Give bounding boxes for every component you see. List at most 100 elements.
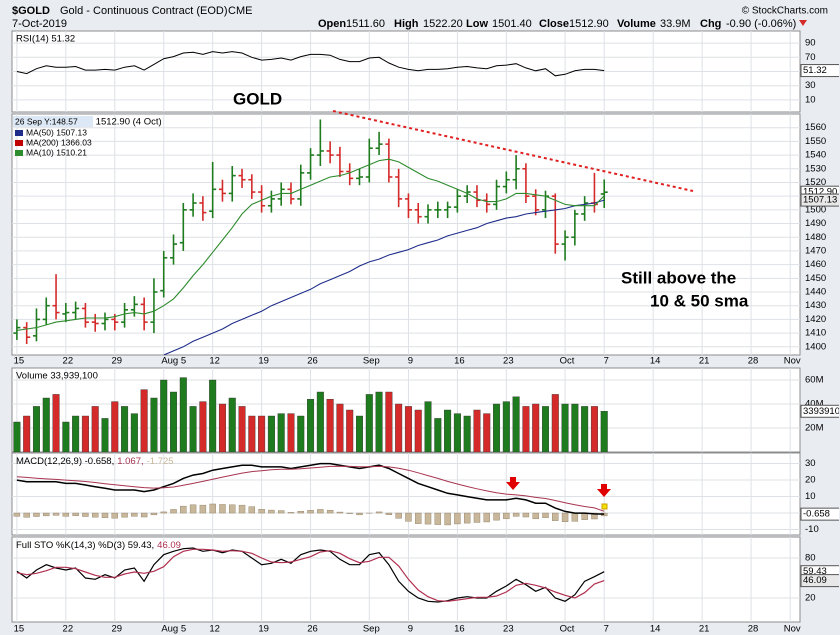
legend-swatch [15, 130, 23, 136]
histogram-bar [552, 512, 559, 521]
last-value-label: 1512.90 [803, 187, 837, 198]
x-tick-label: 15 [14, 624, 25, 635]
y-tick-label: 1400 [805, 341, 826, 352]
last-value: -0.658 [800, 507, 839, 521]
histogram-bar [375, 511, 383, 514]
last-value-box [800, 507, 839, 521]
histogram-bar [13, 512, 21, 517]
histogram-bar [131, 512, 138, 517]
quote-value: 33.9M [660, 18, 691, 30]
copyright: © StockCharts.com [742, 6, 828, 17]
x-tick-label: Aug 5 [161, 624, 186, 635]
panel-label: MACD(12,26,9) -0.658, 1.067, -1.725 [16, 456, 174, 467]
histogram-bar [317, 509, 324, 514]
volume-bar [551, 394, 559, 452]
annotation: GOLD [233, 89, 282, 108]
histogram-bar [219, 504, 226, 514]
volume-bar [287, 413, 295, 452]
y-tick-label: -10 [805, 524, 819, 535]
histogram-bar [248, 506, 256, 514]
histogram-bar [82, 512, 89, 517]
y-tick-label: 30 [805, 80, 816, 91]
histogram-bar [23, 512, 30, 518]
last-value-box [800, 64, 839, 78]
marker [601, 503, 608, 510]
histogram-bar [297, 511, 304, 514]
y-tick-label: 20M [805, 423, 824, 434]
crosshair-box [13, 116, 93, 127]
histogram-bar [532, 512, 539, 520]
series-line [16, 547, 605, 603]
histogram-bar [258, 509, 265, 514]
histogram-bar [454, 512, 461, 525]
histogram-bar [307, 510, 314, 514]
last-value-label: 33939100 [803, 406, 840, 417]
histogram-bar [571, 512, 579, 522]
y-tick-label: 10 [805, 94, 816, 105]
y-tick-label: 1520 [805, 177, 826, 188]
histogram-bar [62, 512, 70, 517]
volume-bar [385, 391, 393, 452]
histogram-bar [444, 512, 451, 526]
y-tick-label: 1460 [805, 259, 826, 270]
arrow [506, 477, 520, 490]
histogram-bar [92, 512, 99, 518]
x-tick-label: 23 [503, 624, 514, 635]
quote-label: Volume [617, 18, 656, 30]
quote-value: 1511.60 [346, 18, 385, 30]
histogram-bar [111, 512, 118, 519]
histogram-bar [268, 509, 275, 514]
x-tick-label: 26 [307, 624, 318, 635]
quote-label: Close [539, 18, 569, 30]
volume-bar [561, 403, 569, 452]
histogram-bar [33, 512, 40, 517]
x-tick-label: Oct [560, 624, 575, 635]
volume-bar [81, 415, 89, 452]
x-tick-label: 7 [604, 356, 609, 367]
arrow [597, 484, 611, 497]
histogram-bar [180, 505, 187, 514]
y-tick-label: 10 [805, 491, 816, 502]
series-line [16, 462, 605, 515]
histogram-bar [493, 512, 500, 521]
last-value-label: -0.658 [803, 509, 830, 520]
change-arrow [799, 20, 807, 26]
x-tick-label: 12 [209, 624, 220, 635]
histogram-bar [52, 512, 60, 516]
annotation: 10 & 50 sma [650, 291, 749, 310]
histogram-bar [561, 512, 569, 523]
volume-bar [453, 413, 461, 452]
histogram-bar [326, 510, 334, 514]
volume-bar [473, 409, 481, 452]
volume-bar [218, 403, 226, 452]
volume-bar [307, 399, 315, 452]
histogram-bar [424, 512, 432, 525]
x-tick-label: 19 [258, 356, 269, 367]
histogram-bar [140, 512, 148, 518]
histogram-bar [336, 511, 344, 514]
histogram-bar [209, 503, 216, 514]
y-tick-label: 1550 [805, 136, 826, 147]
volume-bar [267, 415, 275, 452]
panel-plot [12, 453, 800, 535]
y-tick-label: 80 [805, 553, 816, 564]
histogram-bar [512, 512, 520, 517]
volume-bar [170, 391, 178, 452]
volume-bar [91, 406, 99, 452]
histogram-bar [150, 512, 158, 516]
volume-bar [258, 415, 266, 452]
volume-bar [297, 415, 305, 452]
volume-bar [434, 418, 442, 452]
x-tick-label: 14 [650, 624, 661, 635]
volume-bar [571, 403, 579, 452]
y-tick-label: 1540 [805, 150, 826, 161]
quote-value: -0.90 (-0.06%) [726, 18, 796, 30]
series-line [16, 465, 605, 512]
histogram-bar [199, 504, 207, 514]
volume-bar [160, 379, 168, 452]
y-tick-label: 40M [805, 399, 824, 410]
volume-bar [463, 415, 471, 452]
last-value: 33939100 [800, 404, 840, 418]
legend-entry: 46.09 [157, 540, 181, 551]
